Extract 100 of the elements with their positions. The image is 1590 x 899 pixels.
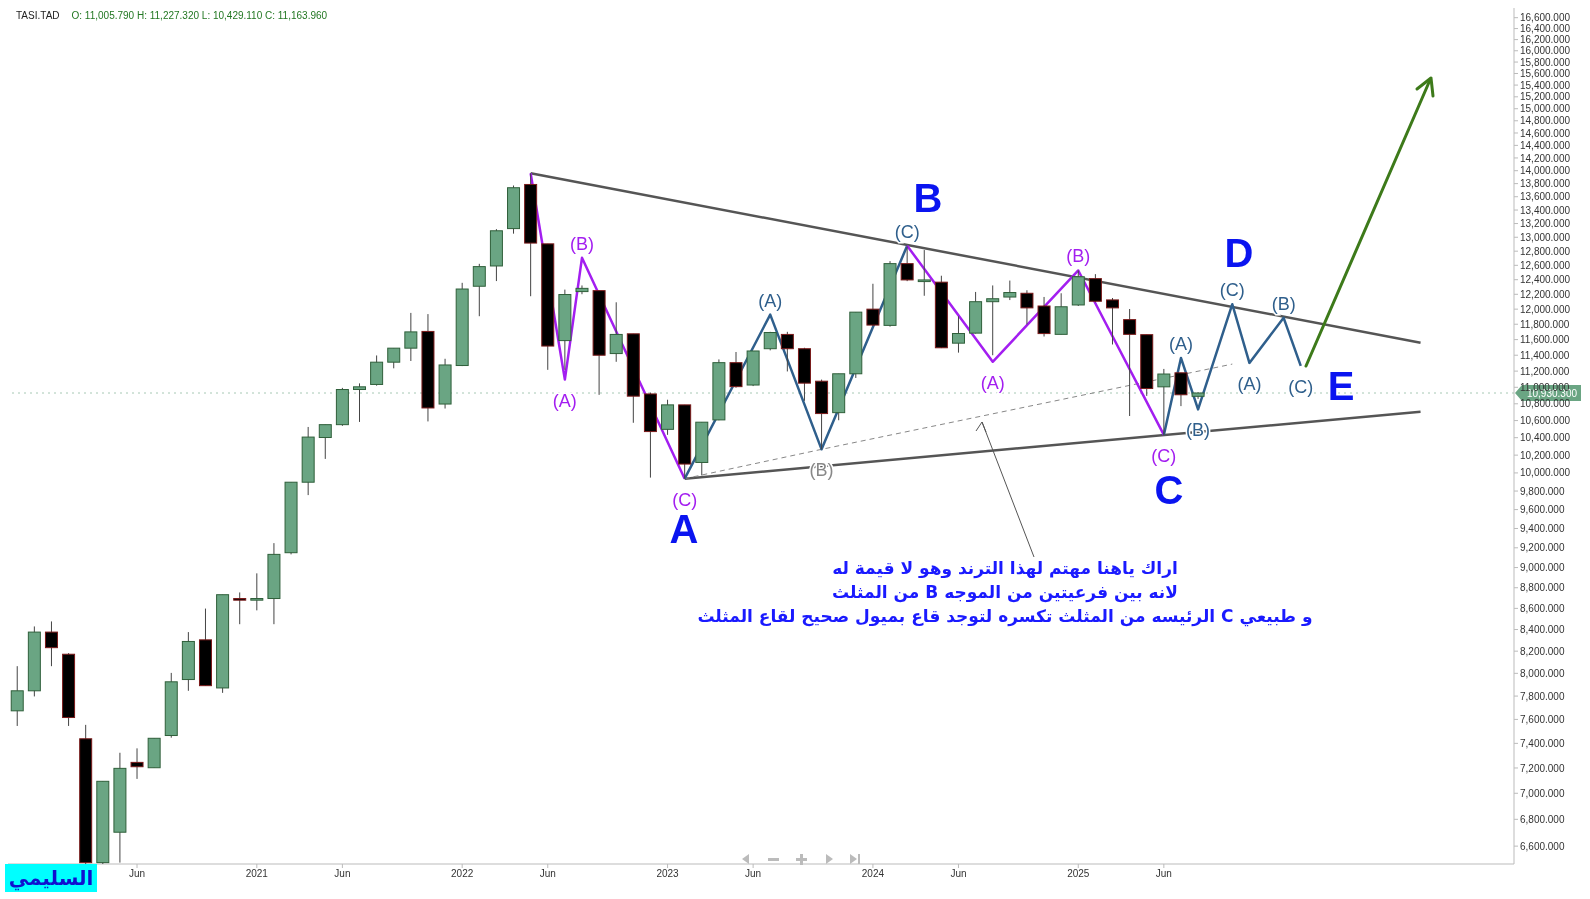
x-tick-label: Jun	[1155, 868, 1172, 880]
candlestick	[900, 245, 914, 282]
y-tick-label: 8,000.000	[1520, 667, 1565, 679]
x-tick-label: Jun	[950, 868, 967, 880]
y-tick-label: 7,600.000	[1520, 713, 1565, 725]
y-tick-label: 12,800.000	[1520, 245, 1571, 257]
y-tick-label: 10,600.000	[1520, 415, 1571, 427]
y-tick-label: 13,600.000	[1520, 191, 1571, 203]
y-tick-label: 12,200.000	[1520, 288, 1571, 300]
candlestick	[986, 284, 1000, 356]
candlestick	[10, 665, 24, 727]
y-tick-label: 13,800.000	[1520, 178, 1571, 190]
candlestick	[44, 620, 58, 667]
y-tick-label: 8,800.000	[1520, 582, 1565, 594]
annotation: (A)	[1168, 333, 1193, 354]
y-tick-label: 13,000.000	[1520, 231, 1571, 243]
y-tick-label: 16,400.000	[1520, 23, 1571, 35]
annotation: (B)	[1066, 246, 1091, 267]
y-tick-label: 16,200.000	[1520, 34, 1571, 46]
y-tick-label: 9,200.000	[1520, 542, 1565, 554]
x-tick-label: 2022	[451, 868, 474, 880]
candlestick	[575, 284, 589, 295]
candlestick	[353, 382, 367, 423]
y-tick-label: 9,600.000	[1520, 504, 1565, 516]
candlestick	[233, 591, 247, 625]
y-tick-label: 11,600.000	[1520, 334, 1570, 346]
y-tick-label: 12,400.000	[1520, 274, 1571, 286]
y-tick-label: 15,000.000	[1520, 103, 1571, 115]
y-tick-label: 10,200.000	[1520, 449, 1571, 461]
annotation: (C)	[1151, 445, 1177, 466]
annotation: اراك ياهنا مهتم لهذا الترند وهو لا قيمة له	[831, 557, 1179, 580]
y-tick-label: 15,600.000	[1520, 68, 1571, 80]
y-tick-label: 8,200.000	[1520, 645, 1565, 657]
y-tick-label: 6,600.000	[1520, 840, 1565, 852]
x-tick-label: Jun	[128, 868, 146, 880]
annotation: و طبيعي C الرئيسه من المثلث تكسره لتوجد قاع بميول صحيح لقاع المثلث	[696, 605, 1314, 628]
candlestick	[780, 331, 794, 372]
annotation: (C)	[1288, 376, 1314, 397]
y-tick-label: 14,200.000	[1520, 152, 1571, 164]
y-tick-label: 7,400.000	[1520, 737, 1565, 749]
candlestick	[318, 424, 332, 460]
y-tick-label: 15,400.000	[1520, 79, 1571, 91]
candlestick	[609, 301, 623, 363]
y-tick-label: 10,000.000	[1520, 467, 1571, 479]
y-tick-label: 11,800.000	[1520, 318, 1570, 330]
candlestick	[1123, 308, 1137, 417]
y-tick-label: 16,000.000	[1520, 45, 1571, 57]
y-tick-label: 14,800.000	[1520, 115, 1571, 127]
annotation: (B)	[1271, 293, 1296, 314]
candlestick	[370, 354, 384, 387]
annotation: (A)	[552, 390, 577, 411]
candlestick	[130, 747, 144, 780]
y-tick-label: 14,400.000	[1520, 139, 1571, 151]
y-tick-label: 12,600.000	[1520, 259, 1571, 271]
x-tick-label: Jun	[334, 868, 351, 880]
y-tick-label: 14,600.000	[1520, 127, 1571, 139]
y-tick-label: 7,000.000	[1520, 787, 1565, 799]
y-tick-label: 9,800.000	[1520, 485, 1565, 497]
y-tick-label: 8,600.000	[1520, 602, 1565, 614]
x-tick-label: 2024	[861, 868, 885, 880]
x-tick-label: 2023	[656, 868, 680, 880]
y-tick-label: 12,000.000	[1520, 303, 1571, 315]
annotation: (C)	[894, 221, 920, 242]
candlestick	[1088, 273, 1102, 303]
annotation: (A)	[758, 290, 783, 311]
y-tick-label: 9,000.000	[1520, 562, 1565, 574]
y-tick-label: 8,400.000	[1520, 624, 1565, 636]
candlestick	[1106, 297, 1120, 345]
candlestick	[917, 249, 931, 297]
y-tick-label: 15,800.000	[1520, 56, 1571, 68]
x-tick-label: Jun	[539, 868, 556, 880]
y-tick-label: 16,600.000	[1520, 12, 1571, 24]
y-tick-label: 14,000.000	[1520, 165, 1571, 177]
x-tick-label: 2025	[1067, 868, 1090, 880]
text: السليمي	[5, 864, 97, 892]
y-tick-label: 7,800.000	[1520, 690, 1565, 702]
x-tick-label: Jun	[745, 868, 762, 880]
candlestick	[387, 347, 401, 369]
candlestick	[1157, 368, 1171, 436]
candlestick	[1020, 289, 1034, 325]
y-tick-label: 7,200.000	[1520, 762, 1565, 774]
y-tick-label: 11,400.000	[1520, 349, 1570, 361]
candlestick	[1174, 372, 1188, 407]
x-tick-label: 2021	[245, 868, 269, 880]
chart-subtitle: O: 11,005.790 H: 11,227.320 L: 10,429.110 C: 11,163.960	[71, 10, 328, 21]
candlestick	[1003, 280, 1017, 301]
y-tick-label: 9,400.000	[1520, 523, 1565, 535]
y-tick-label: 13,200.000	[1520, 218, 1571, 230]
candlestick	[472, 263, 486, 317]
y-tick-label: 6,800.000	[1520, 813, 1565, 825]
annotation: لانه بين فرعيتين من الموجه B من المثلث	[831, 581, 1179, 604]
y-tick-label: 11,200.000	[1520, 365, 1570, 377]
candlestick	[250, 572, 264, 611]
y-tick-label: 10,800.000	[1520, 398, 1571, 410]
y-tick-label: 10,400.000	[1520, 432, 1571, 444]
candlestick	[951, 315, 965, 354]
y-tick-label: 13,400.000	[1520, 204, 1571, 216]
candlestick	[866, 283, 880, 327]
candlestick	[404, 312, 418, 362]
annotation: E	[1326, 363, 1356, 410]
